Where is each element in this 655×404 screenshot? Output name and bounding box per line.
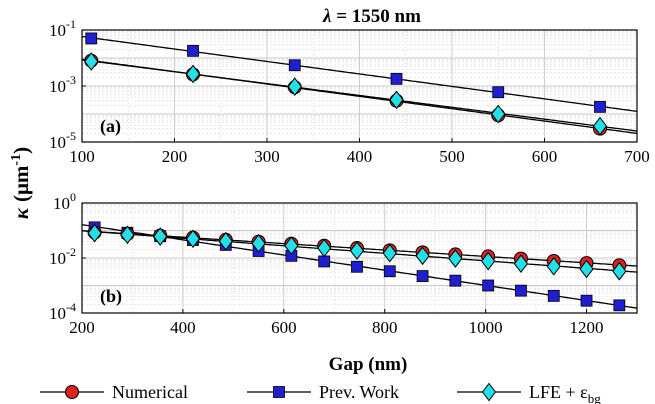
legend-marker-circle <box>65 385 79 399</box>
panel-b-grid <box>81 202 638 314</box>
data-point-diamond <box>84 52 99 71</box>
data-point-square <box>416 270 429 282</box>
data-point-diamond <box>612 261 627 281</box>
panel-a-grid <box>81 29 638 143</box>
y-axis-kappa: κ <box>9 207 33 219</box>
data-point-diamond <box>382 243 397 263</box>
y-axis-close: ) <box>9 147 33 154</box>
fit-line-lfe-bg <box>81 59 638 132</box>
fit-line-prev-work <box>81 35 638 112</box>
legend-marker-diamond <box>481 382 497 402</box>
data-point-diamond <box>317 238 332 258</box>
y-tick-label: 10-2 <box>49 245 76 268</box>
data-point-diamond <box>481 251 496 271</box>
legend-item: Prev. Work <box>247 382 399 402</box>
x-tick-label: 600 <box>271 318 297 337</box>
legend-item: LFE + εbg <box>457 382 601 404</box>
data-point-square <box>390 72 403 85</box>
data-point-square <box>85 32 98 45</box>
data-point-square <box>383 265 396 278</box>
y-tick-label: 10-3 <box>49 73 76 96</box>
panel-b-ticks: 200 400 600 800 1000 1200 100 10-2 10-4 <box>49 190 604 337</box>
data-point-diamond <box>185 64 201 84</box>
y-axis-exponent: -1 <box>9 154 24 166</box>
data-point-square <box>288 59 301 72</box>
x-tick-label: 200 <box>69 318 95 337</box>
data-point-square <box>515 284 527 297</box>
x-tick-label: 700 <box>624 147 650 166</box>
x-tick-label: 100 <box>69 147 95 166</box>
data-point-diamond <box>251 234 266 253</box>
data-point-diamond <box>513 254 529 274</box>
data-point-diamond <box>592 116 608 136</box>
data-point-diamond <box>579 259 594 279</box>
panel-a-ticks: 100 200 300 400 500 600 700 10-1 10-3 10-5 <box>49 17 650 166</box>
data-point-diamond <box>546 256 561 276</box>
legend-item: Numerical <box>40 382 188 402</box>
y-tick-label: 10-1 <box>49 17 76 40</box>
data-point-diamond <box>185 229 201 249</box>
x-tick-label: 500 <box>439 147 465 166</box>
data-point-diamond <box>87 223 102 243</box>
y-axis-label: κ (μm-1) <box>9 147 33 219</box>
data-point-square <box>580 294 593 307</box>
panel-a-fit-lines <box>81 35 638 135</box>
x-tick-label: 1000 <box>469 318 503 337</box>
x-tick-label: 600 <box>532 147 558 166</box>
x-tick-label: 200 <box>162 147 188 166</box>
data-point-diamond <box>389 90 404 110</box>
data-point-square <box>449 274 462 287</box>
x-tick-label: 400 <box>347 147 373 166</box>
legend-label: LFE + εbg <box>529 382 601 404</box>
legend-label: Prev. Work <box>319 382 399 402</box>
data-point-diamond <box>218 231 233 251</box>
data-point-square <box>318 255 331 268</box>
data-point-diamond <box>153 227 168 246</box>
data-point-diamond <box>287 77 302 96</box>
data-point-diamond <box>349 241 365 260</box>
data-point-square <box>351 260 363 273</box>
x-tick-label: 400 <box>170 318 196 337</box>
x-tick-label: 1200 <box>570 318 604 337</box>
data-point-square <box>187 44 199 57</box>
y-tick-label: 10-5 <box>49 129 76 152</box>
data-point-diamond <box>448 249 463 268</box>
panel-b-label: (b) <box>100 286 122 307</box>
data-point-square <box>613 299 626 312</box>
x-tick-label: 300 <box>254 147 280 166</box>
legend-label: Numerical <box>112 382 188 402</box>
panel-a-markers <box>84 32 608 136</box>
data-point-square <box>482 279 495 292</box>
data-point-diamond <box>415 246 430 266</box>
y-tick-label: 10-4 <box>49 300 76 323</box>
data-point-diamond <box>491 104 506 124</box>
data-point-diamond <box>120 225 135 245</box>
x-tick-label: 800 <box>372 318 398 337</box>
legend: Numerical Prev. Work LFE + εbg <box>40 382 601 404</box>
data-point-square <box>547 289 560 302</box>
panel-b: 200 400 600 800 1000 1200 100 10-2 10-4 (b) <box>49 190 638 337</box>
x-axis-label: Gap (nm) <box>329 354 408 375</box>
y-tick-label: 100 <box>53 190 76 213</box>
panel-b-markers <box>87 221 627 312</box>
data-point-diamond <box>284 236 299 256</box>
legend-marker-square <box>273 386 285 398</box>
title-lambda: λ <box>322 6 331 27</box>
title-text: = 1550 nm <box>331 6 421 27</box>
panel-a-label: (a) <box>100 116 121 137</box>
panel-a: 100 200 300 400 500 600 700 10-1 10-3 10-5 (a) <box>49 17 650 166</box>
y-axis-unit: (μm <box>9 165 33 202</box>
data-point-square <box>594 100 606 113</box>
data-point-square <box>492 86 505 99</box>
chart-title: λ = 1550 nm <box>322 6 421 27</box>
